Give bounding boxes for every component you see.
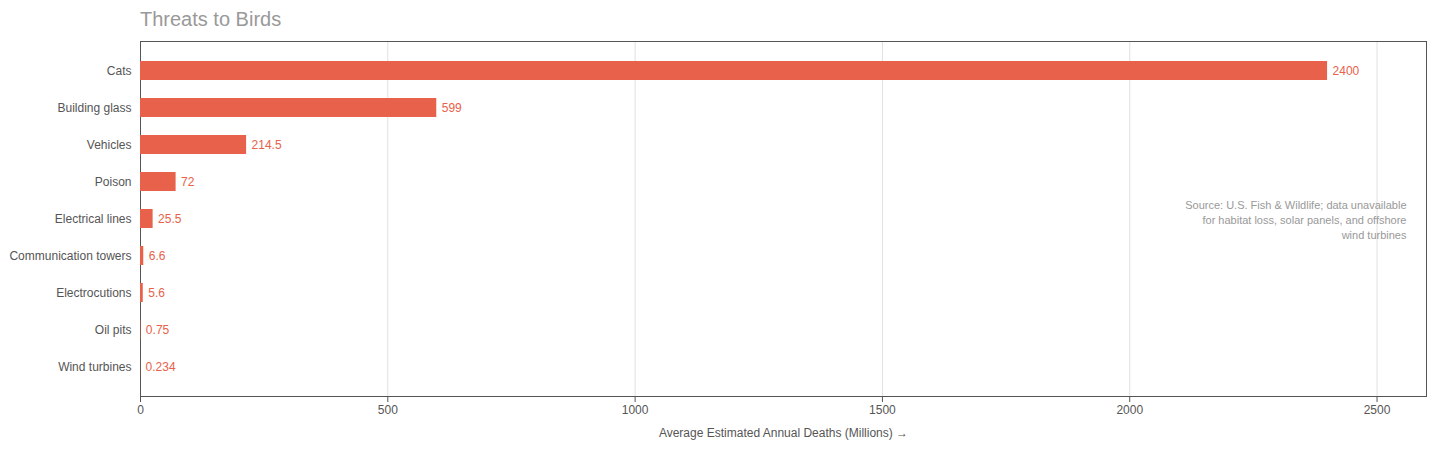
svg-text:2000: 2000 (1116, 403, 1143, 417)
svg-text:2500: 2500 (1364, 403, 1391, 417)
svg-text:Wind turbines: Wind turbines (58, 360, 131, 374)
svg-text:Communication towers: Communication towers (9, 249, 131, 263)
svg-text:0.75: 0.75 (146, 323, 170, 337)
svg-text:0: 0 (137, 403, 144, 417)
svg-text:72: 72 (181, 175, 195, 189)
svg-text:Vehicles: Vehicles (87, 138, 132, 152)
svg-text:214.5: 214.5 (252, 138, 282, 152)
svg-text:Electrical lines: Electrical lines (55, 212, 132, 226)
svg-text:Source: U.S. Fish & Wildlife;: Source: U.S. Fish & Wildlife; data unava… (1185, 199, 1407, 242)
svg-text:Poison: Poison (95, 175, 132, 189)
svg-text:Building glass: Building glass (57, 101, 131, 115)
svg-text:2400: 2400 (1333, 64, 1360, 78)
svg-text:Average Estimated Annual Death: Average Estimated Annual Deaths (Million… (659, 426, 908, 440)
svg-text:6.6: 6.6 (149, 249, 166, 263)
svg-text:25.5: 25.5 (158, 212, 182, 226)
svg-text:0.234: 0.234 (146, 360, 176, 374)
svg-text:Electrocutions: Electrocutions (56, 286, 131, 300)
svg-text:500: 500 (378, 403, 398, 417)
svg-text:599: 599 (442, 101, 462, 115)
svg-text:5.6: 5.6 (148, 286, 165, 300)
html-text:Threats to Birds: Threats to Birds (140, 8, 282, 30)
svg-text:Cats: Cats (107, 64, 132, 78)
svg-text:1000: 1000 (622, 403, 649, 417)
svg-text:Oil pits: Oil pits (95, 323, 132, 337)
svg-text:1500: 1500 (869, 403, 896, 417)
